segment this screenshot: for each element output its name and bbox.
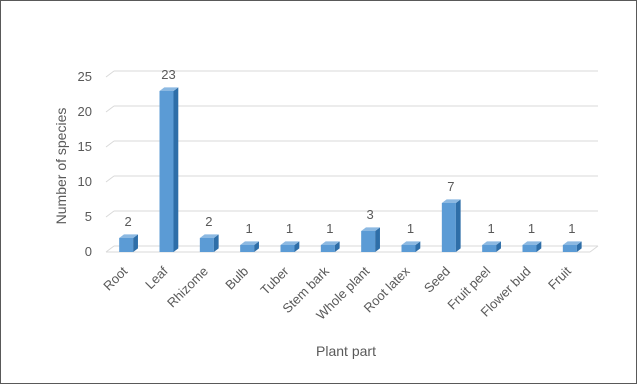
x-axis-depth	[589, 245, 599, 253]
bar-side	[415, 241, 421, 252]
bar-front	[320, 245, 335, 252]
data-label: 1	[568, 221, 575, 236]
bars	[119, 87, 582, 253]
y-tick-label: 20	[78, 104, 92, 119]
bar-top	[562, 241, 582, 245]
y-axis-ticks: 0 5 10 15 20 25	[78, 69, 92, 259]
bar	[159, 87, 179, 253]
x-tick-label: Bulb	[222, 264, 251, 293]
bar	[199, 234, 219, 252]
bar-top	[441, 199, 461, 203]
data-label: 1	[326, 221, 333, 236]
bar-side	[213, 234, 219, 252]
data-label: 23	[161, 67, 175, 82]
bar	[361, 227, 380, 252]
bar-front	[240, 245, 255, 252]
x-tick-label: Root	[100, 263, 130, 293]
bar-side	[455, 199, 461, 252]
bar-front	[361, 231, 376, 252]
bar-top	[119, 234, 138, 238]
bar-front	[119, 238, 134, 252]
bar-side	[375, 227, 380, 252]
data-label: 1	[407, 221, 414, 236]
bar-front	[522, 245, 537, 252]
data-label: 1	[286, 221, 293, 236]
y-axis-title: Number of species	[53, 108, 69, 225]
bar	[320, 241, 340, 252]
bar-top	[401, 241, 421, 245]
data-label: 7	[447, 179, 454, 194]
bar-top	[199, 234, 219, 238]
x-tick-label: Seed	[421, 264, 453, 296]
data-label: 2	[125, 214, 132, 229]
bar	[401, 241, 421, 252]
bar	[119, 234, 138, 252]
x-tick-label: Rhizome	[164, 264, 211, 311]
bar	[482, 241, 501, 252]
bar-front	[280, 245, 295, 252]
bar-top	[482, 241, 501, 245]
bar-side	[536, 241, 542, 252]
y-tick-label: 0	[85, 244, 92, 259]
gridline-depth	[105, 245, 115, 253]
gridline-depth	[105, 210, 115, 218]
bar-front	[482, 245, 497, 252]
y-tick-label: 15	[78, 139, 92, 154]
bar-front	[199, 238, 214, 252]
data-labels: 2 23 2 1 1 1 3 1 7 1 1 1	[125, 67, 576, 236]
bar-front	[562, 245, 577, 252]
bar-front	[441, 203, 456, 252]
bar-side	[294, 241, 300, 252]
bar-top	[280, 241, 300, 245]
bar	[280, 241, 300, 252]
x-tick-label: Fruit	[545, 263, 574, 292]
bar-side	[496, 241, 501, 252]
x-tick-label: Leaf	[142, 263, 171, 292]
bar-front	[401, 245, 416, 252]
data-label: 1	[528, 221, 535, 236]
bar	[441, 199, 461, 252]
bar-side	[254, 241, 259, 252]
bar-top	[522, 241, 542, 245]
bar-side	[576, 241, 582, 252]
bar-top	[361, 227, 380, 231]
gridline-depth	[105, 140, 115, 148]
y-tick-label: 10	[78, 174, 92, 189]
data-label: 2	[205, 214, 212, 229]
bar-front	[159, 91, 174, 252]
bar-top	[159, 87, 179, 91]
bar-side	[334, 241, 340, 252]
bar	[562, 241, 582, 252]
bar-top	[320, 241, 340, 245]
gridlines	[105, 70, 599, 253]
bar-side	[173, 87, 179, 253]
gridline-depth	[105, 105, 115, 113]
bar	[240, 241, 259, 252]
gridline-depth	[105, 70, 115, 78]
data-label: 1	[246, 221, 253, 236]
y-tick-label: 5	[85, 209, 92, 224]
gridline-depth	[105, 175, 115, 183]
data-label: 1	[488, 221, 495, 236]
x-axis-title: Plant part	[316, 343, 376, 359]
bar	[522, 241, 542, 252]
bar-side	[133, 234, 138, 252]
data-label: 3	[367, 207, 374, 222]
y-tick-label: 25	[78, 69, 92, 84]
x-tick-label: Tuber	[257, 263, 292, 298]
bar-top	[240, 241, 259, 245]
